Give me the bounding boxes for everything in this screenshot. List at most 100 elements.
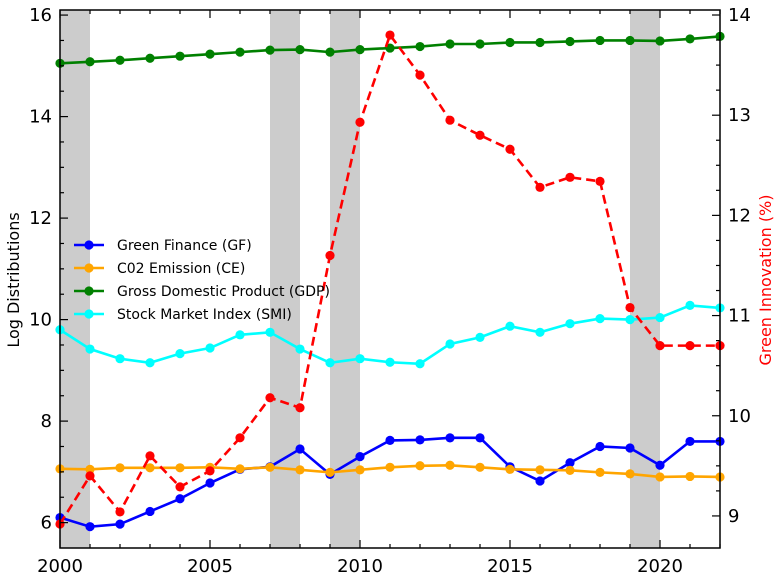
- data-point-2-21: [685, 34, 695, 44]
- data-point-0-2: [115, 519, 125, 529]
- data-point-4-1: [85, 471, 95, 481]
- shaded-period-3: [630, 10, 660, 548]
- series-2: [55, 31, 725, 68]
- data-point-3-4: [175, 349, 185, 359]
- legend-swatch-marker: [84, 240, 94, 250]
- data-point-1-2: [115, 463, 125, 473]
- data-point-0-20: [655, 460, 665, 470]
- legend-swatch-marker: [84, 309, 94, 319]
- data-point-0-5: [205, 478, 215, 488]
- series-1: [55, 460, 725, 482]
- data-point-2-20: [655, 36, 665, 46]
- legend-label: Gross Domestic Product (GDP): [117, 284, 330, 300]
- legend-entry-2: Gross Domestic Product (GDP): [74, 284, 330, 300]
- data-point-4-17: [565, 172, 575, 182]
- data-point-2-3: [145, 53, 155, 63]
- x-tick-label: 2020: [637, 556, 683, 577]
- data-point-4-3: [145, 451, 155, 461]
- y-left-tick-label: 16: [29, 5, 52, 26]
- data-point-2-16: [535, 37, 545, 48]
- legend-label: Stock Market Index (SMI): [117, 307, 292, 323]
- data-point-4-19: [625, 302, 635, 313]
- data-point-2-10: [355, 44, 365, 55]
- data-point-0-16: [535, 476, 545, 486]
- shaded-periods: [60, 10, 660, 548]
- y-left-tick-label: 12: [29, 208, 52, 229]
- data-point-1-7: [265, 462, 275, 472]
- data-point-2-17: [565, 36, 575, 47]
- data-point-3-17: [565, 319, 575, 329]
- data-point-3-14: [475, 332, 485, 342]
- data-point-4-5: [205, 466, 215, 476]
- data-point-2-18: [595, 35, 605, 46]
- series-line-4: [58, 32, 720, 525]
- y-axis-left-title: Log Distributions: [4, 212, 23, 347]
- y-axis-right-title: Green Innovation (%): [756, 194, 775, 365]
- y-right-tick-label: 13: [728, 105, 751, 126]
- data-point-3-6: [235, 330, 245, 340]
- data-point-4-18: [595, 176, 605, 186]
- data-point-3-1: [85, 344, 95, 354]
- legend-label: Green Finance (GF): [117, 238, 252, 254]
- shaded-period-2: [330, 10, 360, 548]
- data-point-3-21: [685, 300, 695, 310]
- data-point-0-19: [625, 443, 635, 453]
- x-tick-label: 2010: [337, 556, 383, 577]
- data-point-3-16: [535, 327, 545, 337]
- series-layer: [55, 30, 725, 532]
- x-tick-label: 2000: [37, 556, 83, 577]
- data-point-2-2: [115, 55, 125, 65]
- data-point-1-21: [685, 471, 695, 482]
- y-right-tick-label: 14: [728, 5, 751, 26]
- data-point-0-17: [565, 458, 575, 468]
- y-left-tick-label: 8: [41, 411, 52, 432]
- data-point-1-4: [175, 463, 185, 473]
- data-point-2-7: [265, 45, 275, 55]
- data-point-4-7: [265, 393, 275, 403]
- legend-swatch-marker: [84, 286, 94, 296]
- data-point-3-11: [385, 357, 395, 367]
- data-point-4-13: [445, 115, 455, 125]
- legend-entry-3: Stock Market Index (SMI): [74, 307, 292, 323]
- data-point-2-19: [625, 35, 635, 46]
- data-point-2-13: [445, 39, 455, 49]
- data-point-2-15: [505, 37, 515, 48]
- data-point-1-18: [595, 467, 605, 477]
- data-point-0-12: [415, 435, 425, 445]
- data-point-1-13: [445, 460, 455, 470]
- data-point-2-8: [295, 44, 305, 55]
- y-left-tick-label: 6: [41, 513, 52, 534]
- data-point-4-11: [385, 30, 395, 40]
- legend-entry-1: C02 Emission (CE): [74, 261, 245, 277]
- data-point-3-7: [265, 327, 275, 337]
- data-point-3-3: [145, 358, 155, 368]
- x-tick-label: 2005: [187, 556, 233, 577]
- legend-label: C02 Emission (CE): [117, 261, 245, 277]
- data-point-0-14: [475, 433, 485, 443]
- data-point-4-14: [475, 130, 485, 140]
- y-right-tick-label: 9: [728, 506, 739, 527]
- data-point-2-1: [85, 57, 95, 67]
- data-point-3-13: [445, 339, 455, 349]
- series-0: [55, 433, 725, 532]
- data-point-2-12: [415, 41, 425, 52]
- data-point-1-1: [85, 464, 95, 474]
- data-point-1-11: [385, 462, 395, 472]
- legend-entry-0: Green Finance (GF): [74, 238, 252, 254]
- data-point-0-10: [355, 452, 365, 462]
- data-point-3-12: [415, 359, 425, 369]
- data-point-2-9: [325, 47, 335, 57]
- data-point-1-10: [355, 465, 365, 475]
- axis-ticks: 2000 2005 2010 2015 2020 6 8 10 12 14 16 9 10 11 12 13 1…: [29, 5, 751, 577]
- data-point-3-5: [205, 343, 215, 353]
- data-point-4-15: [505, 144, 515, 154]
- data-point-4-12: [415, 70, 425, 80]
- data-point-2-5: [205, 49, 215, 59]
- data-point-3-10: [355, 354, 365, 364]
- data-point-3-15: [505, 321, 515, 331]
- shaded-period-0: [60, 10, 90, 548]
- data-point-0-11: [385, 435, 395, 445]
- y-right-tick-label: 10: [728, 406, 751, 427]
- data-point-3-20: [655, 312, 665, 323]
